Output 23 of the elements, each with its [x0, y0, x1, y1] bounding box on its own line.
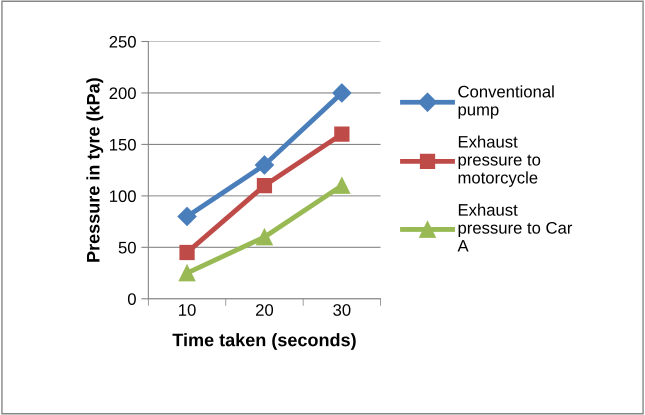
x-tick-label: 30	[333, 304, 350, 316]
legend-label: Conventional pump	[458, 85, 554, 119]
x-axis-title: Time taken (seconds)	[172, 333, 356, 350]
y-tick-label: 100	[110, 190, 136, 202]
point	[254, 155, 274, 175]
x-tick-label: 10	[179, 304, 196, 316]
y-tick-label: 200	[110, 87, 136, 100]
point	[256, 178, 272, 194]
point	[332, 83, 352, 102]
y-tick-label: 250	[110, 36, 136, 48]
y-axis-title: Pressure in tyre (kPa)	[86, 78, 104, 262]
legend-label: Exhaust pressure to Car A	[458, 204, 572, 252]
point	[256, 228, 273, 246]
point	[334, 126, 350, 142]
y-tick-label: 0	[128, 293, 136, 306]
y-tick-label: 150	[110, 138, 136, 151]
point	[334, 177, 350, 194]
point	[178, 206, 197, 226]
point	[178, 264, 196, 282]
x-tick-label: 20	[256, 304, 274, 316]
y-tick-label: 50	[118, 242, 136, 254]
legend-label: Exhaust pressure to motorcycle	[458, 135, 540, 187]
point	[179, 244, 195, 260]
